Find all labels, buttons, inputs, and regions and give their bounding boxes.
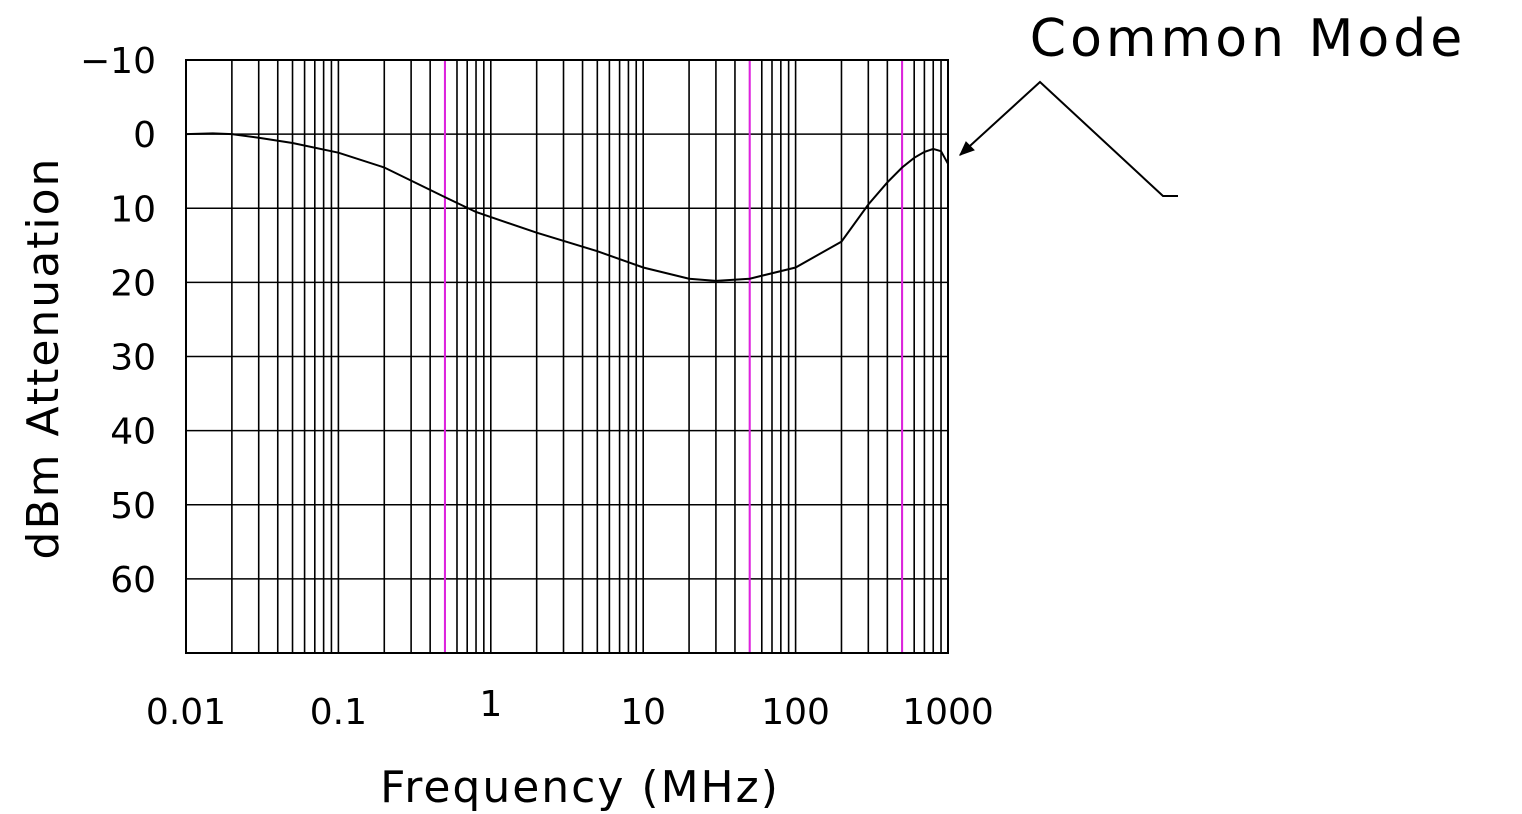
y-tick-label: 40: [110, 412, 156, 453]
y-tick-label: 20: [110, 263, 156, 304]
x-tick-label: 10: [620, 692, 666, 733]
y-tick-label: 10: [110, 189, 156, 230]
series-line-common-mode: [185, 132, 949, 282]
x-tick-label: 0.1: [310, 692, 367, 733]
x-tick-labels: 0.01 0.1 1 10 100 1000: [146, 684, 994, 733]
y-tick-label: 0: [133, 115, 156, 156]
x-tick-label: 1000: [902, 692, 994, 733]
y-tick-label: 50: [110, 486, 156, 527]
y-tick-labels: −10 0 10 20 30 40 50 60: [80, 41, 156, 601]
y-tick-label: 30: [110, 338, 156, 379]
annotation-arrowhead: [959, 141, 975, 156]
x-tick-label: 0.01: [146, 692, 226, 733]
y-tick-label: 60: [110, 560, 156, 601]
y-axis-title: dBm Attenuation: [18, 157, 69, 560]
annotation-label: Common Mode: [1030, 9, 1466, 69]
annotation-arrow: [959, 80, 1178, 197]
y-gridlines: [186, 59, 948, 580]
x-tick-label: 1: [479, 684, 502, 725]
plot-frame: [185, 59, 949, 654]
y-tick-label: −10: [80, 41, 156, 82]
x-axis-title: Frequency (MHz): [380, 762, 780, 813]
highlight-lines: [443, 60, 904, 653]
x-tick-label: 100: [761, 692, 830, 733]
